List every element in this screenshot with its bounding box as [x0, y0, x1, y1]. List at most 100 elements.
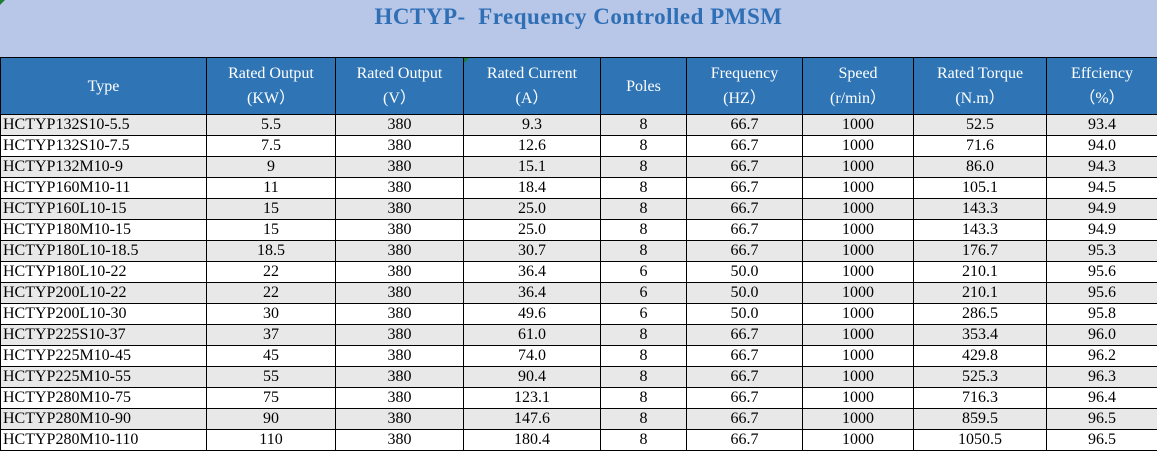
cell-value: 6: [600, 282, 687, 304]
cell-value: 429.8: [913, 345, 1047, 367]
cell-value: 66.7: [686, 156, 803, 178]
cell-value: 22: [206, 282, 336, 304]
cell-value: 380: [335, 387, 464, 409]
cell-value: 94.3: [1046, 156, 1157, 178]
cell-value: 380: [335, 135, 464, 157]
table-row: HCTYP280M10-90 90 380 147.6 8 66.7 1000 859.5 96…: [0, 408, 1157, 430]
column-unit: (A）: [515, 90, 549, 107]
cell-value: 380: [335, 324, 464, 346]
column-header-rated-torque: Rated Torque (N.m）: [913, 57, 1047, 115]
cell-value: 1000: [802, 261, 914, 283]
cell-value: 15: [206, 219, 336, 241]
column-header-content: Frequency (HZ）: [688, 59, 802, 114]
cell-value: 1000: [802, 429, 914, 451]
column-label: Poles: [626, 77, 661, 95]
column-header-type: Type: [0, 57, 207, 115]
cell-value: 1000: [802, 240, 914, 262]
column-header-content: Speed (r/min）: [804, 59, 913, 114]
cell-type: HCTYP180L10-22: [0, 261, 207, 283]
cell-type: HCTYP180M10-15: [0, 219, 207, 241]
cell-value: 380: [335, 114, 464, 136]
cell-type: HCTYP160L10-15: [0, 198, 207, 220]
cell-value: 66.7: [686, 177, 803, 199]
cell-value: 105.1: [913, 177, 1047, 199]
cell-value: 147.6: [463, 408, 601, 430]
cell-type: HCTYP280M10-75: [0, 387, 207, 409]
cell-value: 66.7: [686, 429, 803, 451]
column-unit: (N.m）: [955, 90, 1005, 107]
cell-value: 18.5: [206, 240, 336, 262]
cell-value: 123.1: [463, 387, 601, 409]
cell-value: 1000: [802, 156, 914, 178]
column-header-content: Poles: [602, 59, 686, 114]
cell-value: 15.1: [463, 156, 601, 178]
cell-value: 1000: [802, 219, 914, 241]
cell-type: HCTYP225S10-37: [0, 324, 207, 346]
cell-value: 50.0: [686, 303, 803, 325]
cell-value: 380: [335, 177, 464, 199]
cell-value: 96.2: [1046, 345, 1157, 367]
cell-value: 22: [206, 261, 336, 283]
cell-value: 8: [600, 324, 687, 346]
table-row: HCTYP200L10-30 30 380 49.6 6 50.0 1000 286.5 95.…: [0, 303, 1157, 325]
cell-value: 30.7: [463, 240, 601, 262]
table-row: HCTYP180M10-15 15 380 25.0 8 66.7 1000 143.3 94.…: [0, 219, 1157, 241]
cell-value: 380: [335, 366, 464, 388]
column-unit: (KW）: [247, 90, 295, 107]
cell-value: 286.5: [913, 303, 1047, 325]
cell-value: 8: [600, 387, 687, 409]
table-row: HCTYP180L10-22 22 380 36.4 6 50.0 1000 210.1 95.…: [0, 261, 1157, 283]
cell-value: 66.7: [686, 408, 803, 430]
cell-value: 66.7: [686, 114, 803, 136]
cell-value: 1000: [802, 114, 914, 136]
cell-type: HCTYP200L10-22: [0, 282, 207, 304]
cell-value: 74.0: [463, 345, 601, 367]
cell-value: 96.0: [1046, 324, 1157, 346]
column-label: Rated Torque: [936, 65, 1024, 82]
column-label: Speed: [838, 65, 878, 82]
pmsm-spec-table: Type Rated Output (KW） Rated Output (V） Rated…: [0, 57, 1157, 451]
cell-value: 9.3: [463, 114, 601, 136]
cell-value: 210.1: [913, 261, 1047, 283]
cell-value: 45: [206, 345, 336, 367]
cell-value: 380: [335, 429, 464, 451]
cell-value: 380: [335, 282, 464, 304]
cell-value: 859.5: [913, 408, 1047, 430]
column-label: Rated Current: [486, 65, 578, 82]
cell-type: HCTYP225M10-45: [0, 345, 207, 367]
cell-value: 66.7: [686, 366, 803, 388]
title-bar: HCTYP- Frequency Controlled PMSM: [0, 0, 1157, 57]
cell-value: 55: [206, 366, 336, 388]
cell-value: 143.3: [913, 219, 1047, 241]
cell-value: 8: [600, 135, 687, 157]
cell-value: 8: [600, 156, 687, 178]
table-row: HCTYP132M10-9 9 380 15.1 8 66.7 1000 86.0 94.3: [0, 156, 1157, 178]
column-header-content: Effciency （%）: [1048, 59, 1157, 114]
cell-value: 7.5: [206, 135, 336, 157]
cell-value: 8: [600, 429, 687, 451]
column-label: Rated Output: [228, 65, 314, 82]
cell-value: 30: [206, 303, 336, 325]
cell-value: 37: [206, 324, 336, 346]
cell-value: 525.3: [913, 366, 1047, 388]
cell-value: 380: [335, 219, 464, 241]
column-label: Rated Output: [356, 65, 443, 82]
table-row: HCTYP132S10-5.5 5.5 380 9.3 8 66.7 1000 52.5 93.…: [0, 114, 1157, 136]
cell-value: 8: [600, 219, 687, 241]
column-unit: (HZ）: [723, 90, 766, 107]
table-body: HCTYP132S10-5.5 5.5 380 9.3 8 66.7 1000 52.5 93.…: [0, 114, 1157, 451]
cell-value: 66.7: [686, 387, 803, 409]
column-header-speed: Speed (r/min）: [802, 57, 914, 115]
cell-value: 9: [206, 156, 336, 178]
column-header-content: Rated Output (V）: [337, 59, 463, 114]
header-row: Type Rated Output (KW） Rated Output (V） Rated…: [0, 57, 1157, 115]
cell-value: 143.3: [913, 198, 1047, 220]
cell-value: 380: [335, 240, 464, 262]
cell-value: 36.4: [463, 282, 601, 304]
cell-value: 94.5: [1046, 177, 1157, 199]
cell-value: 90: [206, 408, 336, 430]
cell-value: 50.0: [686, 261, 803, 283]
cell-value: 380: [335, 408, 464, 430]
cell-value: 380: [335, 198, 464, 220]
